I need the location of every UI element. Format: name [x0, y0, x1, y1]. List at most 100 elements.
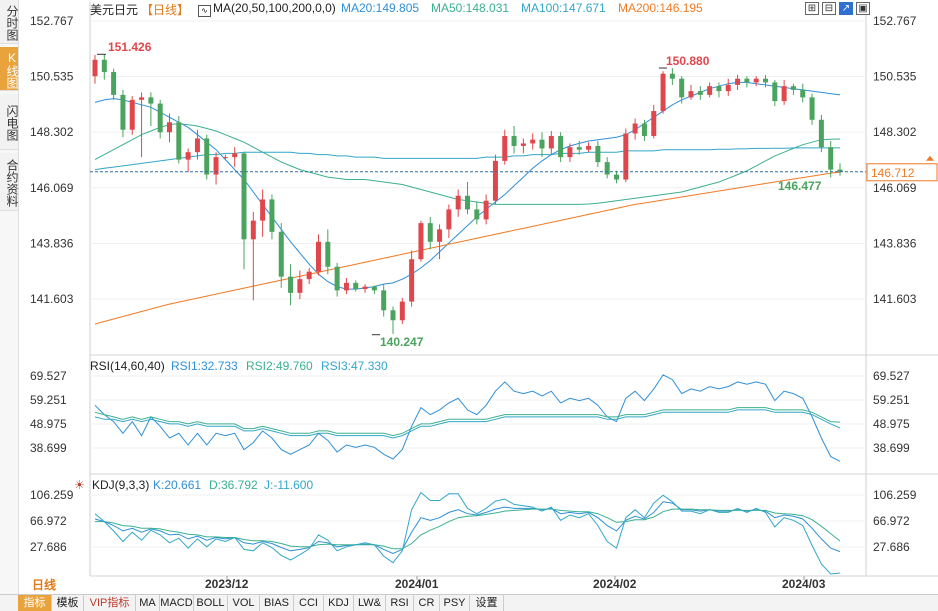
settings-sun-icon[interactable]: ☀: [74, 478, 85, 492]
kdj-d-value: D:36.792: [209, 478, 258, 492]
rsi-line-rsi1: [94, 374, 841, 462]
candle-body: [409, 259, 415, 302]
tab-flash-chart[interactable]: 闪电图: [0, 94, 19, 150]
kdj-tick-left: 27.686: [30, 540, 67, 554]
rsi-tick-right: 69.527: [873, 369, 910, 383]
candle-body: [288, 276, 294, 293]
candle-body: [623, 133, 629, 180]
price-tick-left: 143.836: [30, 236, 74, 250]
candle-body: [697, 91, 703, 95]
indicator-tab-2[interactable]: VIP指标: [84, 595, 136, 611]
fullscreen-icon[interactable]: ▣: [856, 2, 870, 15]
candle-body: [595, 145, 601, 163]
indicator-tab-6[interactable]: VOL: [228, 595, 260, 611]
candle-body: [539, 139, 545, 149]
rsi-tick-right: 59.251: [873, 393, 910, 407]
candle-body: [176, 122, 182, 160]
tab-timeshare[interactable]: 分时图: [0, 0, 19, 44]
zoom-out-icon[interactable]: ⊟: [822, 2, 836, 15]
indicator-tab-10[interactable]: LW&: [354, 595, 386, 611]
candle-body: [167, 122, 172, 133]
candle-body: [660, 73, 666, 112]
rsi-line-rsi2: [94, 407, 841, 437]
candle-body: [576, 147, 582, 150]
kdj-tick-right: 66.972: [873, 514, 910, 528]
candle-body: [520, 143, 526, 146]
rsi-label: RSI(14,60,40): [90, 359, 165, 373]
candle-body: [511, 135, 517, 146]
candle-body: [455, 195, 461, 210]
x-axis-label: 2024/02: [593, 577, 637, 591]
candle-body: [744, 78, 750, 83]
candle-body: [809, 97, 815, 120]
candle-body: [353, 282, 359, 290]
candle-body: [800, 89, 806, 98]
candle-body: [101, 59, 107, 72]
candle-body: [399, 301, 405, 321]
candle-body: [334, 266, 340, 291]
period-selector[interactable]: 日线: [32, 578, 57, 592]
indicator-tab-14[interactable]: 设置: [470, 595, 504, 611]
kdj-tick-right: 106.259: [873, 488, 917, 502]
price-tick-right: 143.836: [873, 236, 917, 250]
price-tick-right: 148.302: [873, 125, 917, 139]
period-label: 【日线】: [141, 3, 190, 17]
candle-body: [828, 147, 834, 170]
candle-body: [381, 290, 387, 311]
candle-body: [735, 78, 741, 85]
indicator-tab-13[interactable]: PSY: [440, 595, 470, 611]
rsi2-value: RSI2:49.760: [246, 359, 313, 373]
indicator-tab-5[interactable]: BOLL: [194, 595, 228, 611]
ma100-value: MA100:147.671: [521, 1, 606, 15]
tab-kline[interactable]: K线图: [0, 47, 19, 91]
last-price-arrow-icon: [926, 155, 934, 161]
candle-body: [558, 135, 564, 158]
candle-body: [362, 286, 368, 290]
ma20-value: MA20:149.805: [341, 1, 420, 15]
candle-body: [790, 86, 796, 90]
candle-body: [548, 135, 554, 149]
draw-tool-icon[interactable]: ↗: [839, 2, 853, 15]
ma-line-ma20: [94, 81, 841, 290]
price-tick-left: 152.767: [30, 14, 74, 28]
kdj-tick-right: 27.686: [873, 540, 910, 554]
price-tick-right: 146.069: [873, 181, 917, 195]
candle-body: [139, 97, 145, 100]
indicator-tab-1[interactable]: 模板: [52, 595, 84, 611]
kdj-line-k: [94, 501, 841, 554]
indicator-tab-0[interactable]: 指标: [18, 595, 52, 611]
candle-body: [297, 279, 303, 293]
rsi-tick-left: 59.251: [30, 393, 67, 407]
candle-body: [688, 91, 694, 98]
candle-body: [725, 84, 731, 92]
high-label: 151.426: [108, 40, 152, 54]
price-tick-left: 141.603: [30, 292, 74, 306]
low-label: 140.247: [380, 335, 424, 349]
candle-body: [222, 157, 228, 159]
candle-body: [465, 195, 470, 210]
indicator-tab-9[interactable]: KDJ: [324, 595, 354, 611]
indicator-tab-3[interactable]: MA: [136, 595, 160, 611]
candle-body: [763, 78, 768, 83]
indicator-tab-12[interactable]: CR: [414, 595, 440, 611]
recent-low-label: 146.477: [778, 179, 822, 193]
tab-contract-info[interactable]: 合约资料: [0, 153, 19, 211]
price-tick-right: 152.767: [873, 14, 917, 28]
candle-body: [502, 135, 508, 161]
indicator-tab-7[interactable]: BIAS: [260, 595, 294, 611]
candle-body: [316, 241, 321, 272]
candle-body: [651, 111, 657, 136]
zoom-in-icon[interactable]: ⊞: [805, 2, 819, 15]
indicator-tab-4[interactable]: MACD: [160, 595, 194, 611]
last-price-value: 146.712: [871, 166, 915, 180]
candle-body: [641, 123, 647, 136]
kdj-tick-left: 66.972: [30, 514, 67, 528]
candle-body: [232, 153, 238, 158]
indicator-tab-11[interactable]: RSI: [386, 595, 414, 611]
candle-body: [530, 139, 536, 144]
candle-body: [92, 59, 98, 77]
rsi1-value: RSI1:32.733: [171, 359, 238, 373]
kline-chart[interactable]: 152.767 152.767 150.535 150.535 148.302 148.3…: [0, 0, 938, 595]
indicator-tab-8[interactable]: CCI: [294, 595, 324, 611]
candle-body: [669, 73, 675, 79]
